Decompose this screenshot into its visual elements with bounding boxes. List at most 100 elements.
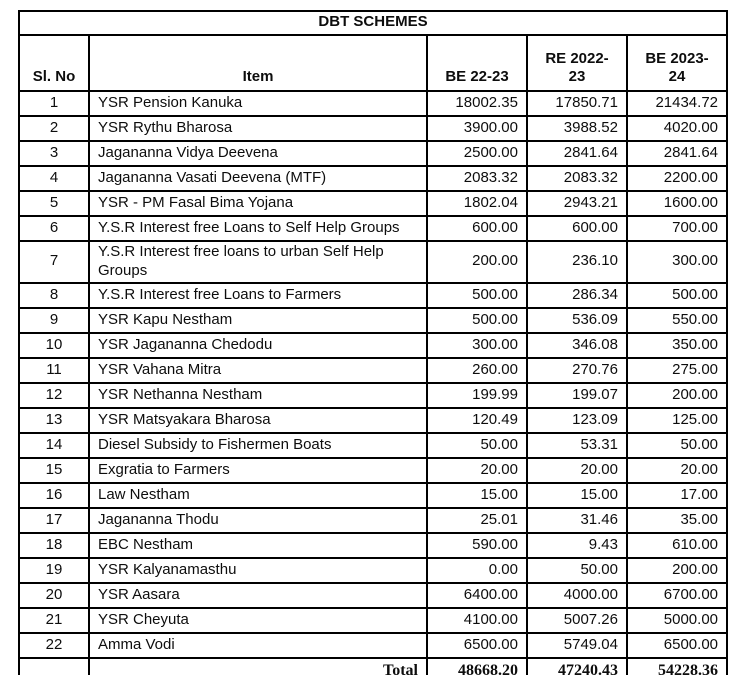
- cell-be-22-23: 6500.00: [426, 631, 528, 659]
- cell-be-2023-24: 4020.00: [625, 115, 729, 142]
- table-row: 2 YSR Rythu Bharosa 3900.00 3988.52 4020.00: [18, 115, 729, 142]
- table-row: 11 YSR Vahana Mitra 260.00 270.76 275.00: [18, 356, 729, 384]
- cell-item: Jagananna Vasati Deevena (MTF): [88, 165, 428, 192]
- table-row: 19 YSR Kalyanamasthu 0.00 50.00 200.00: [18, 556, 729, 584]
- cell-be-2023-24: 500.00: [625, 281, 729, 309]
- cell-item: Jagananna Vidya Deevena: [88, 140, 428, 167]
- cell-re-2022-23: 9.43: [526, 531, 628, 559]
- cell-re-2022-23: 199.07: [526, 381, 628, 409]
- cell-re-2022-23: 286.34: [526, 281, 628, 309]
- cell-sl-no: 10: [18, 331, 90, 359]
- cell-item: YSR Jagananna Chedodu: [88, 331, 428, 359]
- cell-sl-no: 20: [18, 581, 90, 609]
- cell-be-22-23: 120.49: [426, 406, 528, 434]
- cell-be-22-23: 590.00: [426, 531, 528, 559]
- table-row: 12 YSR Nethanna Nestham 199.99 199.07 200.00: [18, 381, 729, 409]
- cell-be-22-23: 2500.00: [426, 140, 528, 167]
- table-row: 4 Jagananna Vasati Deevena (MTF) 2083.32 20…: [18, 165, 729, 192]
- cell-sl-no: 1: [18, 90, 90, 117]
- cell-re-2022-23: 53.31: [526, 431, 628, 459]
- table-total-row: Total 48668.20 47240.43 54228.36: [18, 656, 729, 675]
- cell-item: Y.S.R Interest free loans to urban Self …: [88, 240, 428, 284]
- table-row: 5 YSR - PM Fasal Bima Yojana 1802.04 2943.2…: [18, 190, 729, 217]
- table-row: 15 Exgratia to Farmers 20.00 20.00 20.00: [18, 456, 729, 484]
- cell-sl-no: 12: [18, 381, 90, 409]
- cell-be-22-23: 2083.32: [426, 165, 528, 192]
- table-header-row: Sl. No Item BE 22-23 RE 2022-23 BE 2023-…: [18, 34, 729, 92]
- total-label: Total: [88, 656, 428, 675]
- cell-sl-no: 14: [18, 431, 90, 459]
- cell-be-22-23: 25.01: [426, 506, 528, 534]
- cell-be-22-23: 0.00: [426, 556, 528, 584]
- total-be-2023-24: 54228.36: [625, 656, 729, 675]
- table-row: 14 Diesel Subsidy to Fishermen Boats 50.00…: [18, 431, 729, 459]
- cell-item: YSR Kalyanamasthu: [88, 556, 428, 584]
- cell-re-2022-23: 50.00: [526, 556, 628, 584]
- cell-be-22-23: 4100.00: [426, 606, 528, 634]
- cell-re-2022-23: 5749.04: [526, 631, 628, 659]
- cell-be-22-23: 600.00: [426, 215, 528, 242]
- cell-re-2022-23: 20.00: [526, 456, 628, 484]
- cell-sl-no: 8: [18, 281, 90, 309]
- dbt-schemes-table: DBT SCHEMES Sl. No Item BE 22-23 RE 2022…: [17, 10, 729, 675]
- cell-sl-no: 18: [18, 531, 90, 559]
- table-row: 13 YSR Matsyakara Bharosa 120.49 123.09 125.…: [18, 406, 729, 434]
- cell-item: YSR Aasara: [88, 581, 428, 609]
- cell-be-22-23: 200.00: [426, 240, 528, 284]
- cell-be-22-23: 500.00: [426, 281, 528, 309]
- table-row: 21 YSR Cheyuta 4100.00 5007.26 5000.00: [18, 606, 729, 634]
- total-be-22-23: 48668.20: [426, 656, 528, 675]
- cell-item: YSR Matsyakara Bharosa: [88, 406, 428, 434]
- total-re-2022-23: 47240.43: [526, 656, 628, 675]
- cell-be-2023-24: 21434.72: [625, 90, 729, 117]
- cell-re-2022-23: 236.10: [526, 240, 628, 284]
- cell-item: YSR Vahana Mitra: [88, 356, 428, 384]
- cell-re-2022-23: 4000.00: [526, 581, 628, 609]
- table-row: 6 Y.S.R Interest free Loans to Self Help …: [18, 215, 729, 242]
- cell-item: Exgratia to Farmers: [88, 456, 428, 484]
- cell-be-22-23: 199.99: [426, 381, 528, 409]
- table-row: 8 Y.S.R Interest free Loans to Farmers 500…: [18, 281, 729, 309]
- cell-be-2023-24: 17.00: [625, 481, 729, 509]
- cell-sl-no: 3: [18, 140, 90, 167]
- cell-item: EBC Nestham: [88, 531, 428, 559]
- cell-sl-no: 16: [18, 481, 90, 509]
- cell-re-2022-23: 2083.32: [526, 165, 628, 192]
- cell-sl-no: 19: [18, 556, 90, 584]
- cell-be-22-23: 20.00: [426, 456, 528, 484]
- cell-be-22-23: 6400.00: [426, 581, 528, 609]
- cell-item: Y.S.R Interest free Loans to Self Help G…: [88, 215, 428, 242]
- cell-be-2023-24: 2841.64: [625, 140, 729, 167]
- cell-item: Amma Vodi: [88, 631, 428, 659]
- table-row: 16 Law Nestham 15.00 15.00 17.00: [18, 481, 729, 509]
- cell-re-2022-23: 17850.71: [526, 90, 628, 117]
- cell-be-2023-24: 6500.00: [625, 631, 729, 659]
- cell-be-22-23: 1802.04: [426, 190, 528, 217]
- table-title-row: DBT SCHEMES: [17, 10, 729, 36]
- cell-item: YSR Rythu Bharosa: [88, 115, 428, 142]
- table-title: DBT SCHEMES: [17, 10, 729, 36]
- cell-re-2022-23: 3988.52: [526, 115, 628, 142]
- cell-sl-no: 5: [18, 190, 90, 217]
- cell-item: YSR Kapu Nestham: [88, 306, 428, 334]
- cell-be-2023-24: 275.00: [625, 356, 729, 384]
- cell-be-22-23: 3900.00: [426, 115, 528, 142]
- cell-item: YSR Cheyuta: [88, 606, 428, 634]
- column-header-sl-no: Sl. No: [18, 34, 90, 92]
- cell-be-2023-24: 125.00: [625, 406, 729, 434]
- cell-item: Jagananna Thodu: [88, 506, 428, 534]
- cell-be-2023-24: 50.00: [625, 431, 729, 459]
- cell-sl-no: 2: [18, 115, 90, 142]
- cell-be-22-23: 300.00: [426, 331, 528, 359]
- table-row: 18 EBC Nestham 590.00 9.43 610.00: [18, 531, 729, 559]
- cell-be-2023-24: 300.00: [625, 240, 729, 284]
- cell-sl-no: 15: [18, 456, 90, 484]
- cell-be-2023-24: 2200.00: [625, 165, 729, 192]
- column-header-be-2023-24: BE 2023-24: [625, 34, 729, 92]
- cell-item: Law Nestham: [88, 481, 428, 509]
- table-row: 20 YSR Aasara 6400.00 4000.00 6700.00: [18, 581, 729, 609]
- column-header-item: Item: [88, 34, 428, 92]
- table-row: 7 Y.S.R Interest free loans to urban Self…: [18, 240, 729, 284]
- table-row: 17 Jagananna Thodu 25.01 31.46 35.00: [18, 506, 729, 534]
